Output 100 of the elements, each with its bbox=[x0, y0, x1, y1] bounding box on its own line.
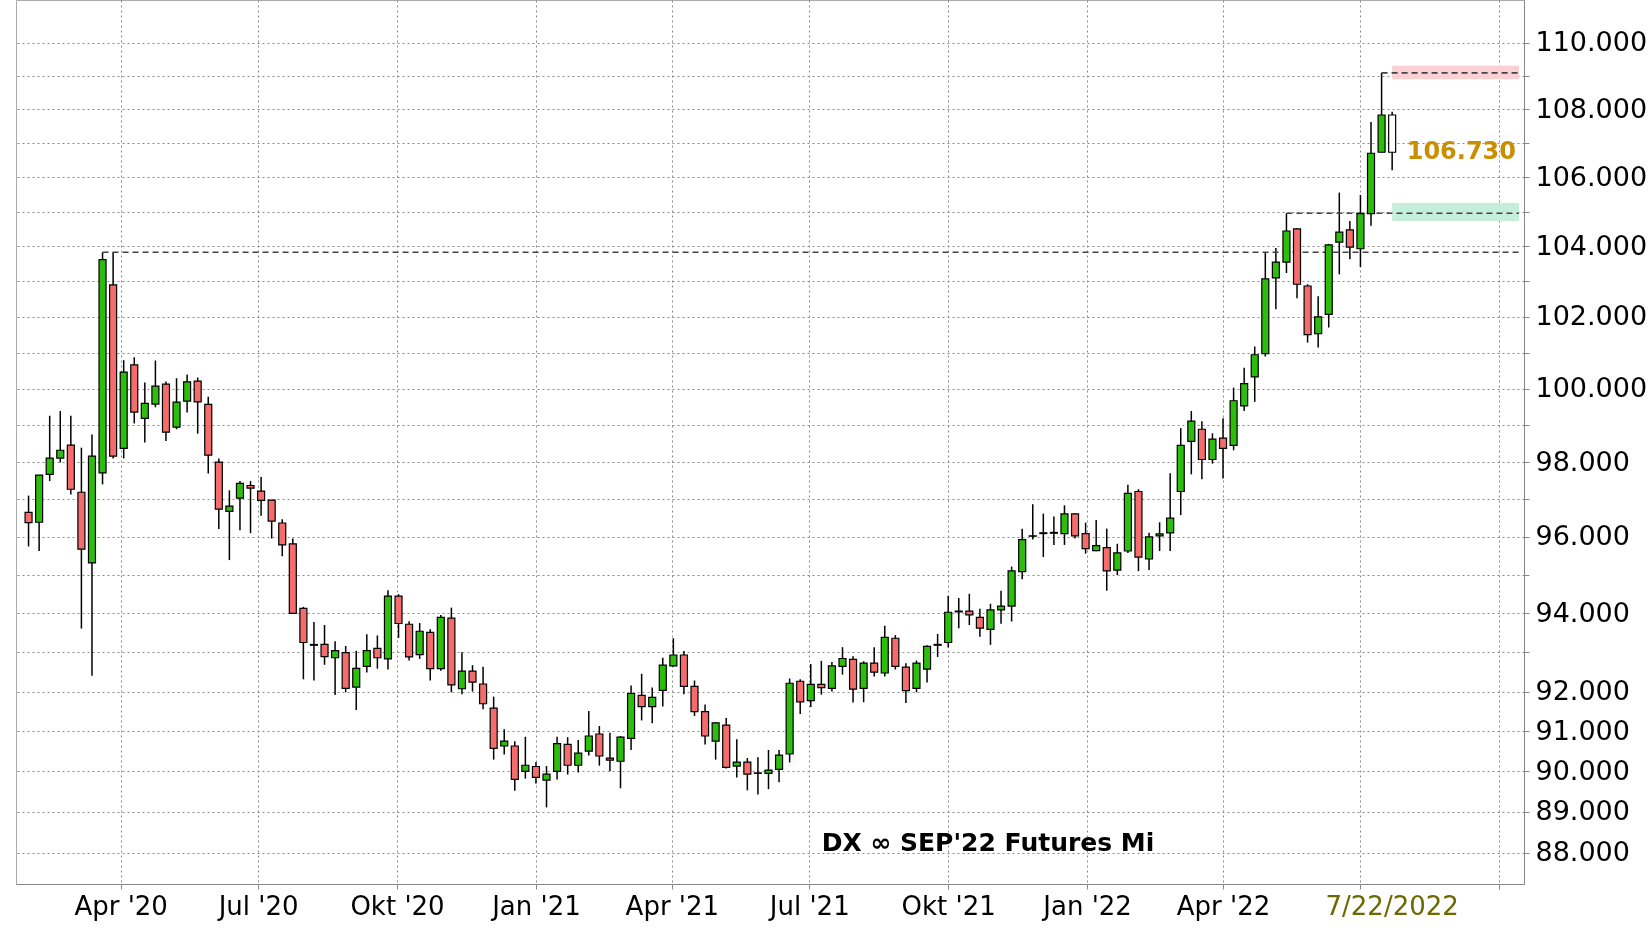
candlestick bbox=[225, 489, 234, 561]
candlestick bbox=[1144, 532, 1154, 571]
x-tick-label: Jan '22 bbox=[1041, 890, 1132, 921]
annotation: 106.730 bbox=[1406, 137, 1516, 166]
candlestick bbox=[774, 749, 784, 783]
candlestick bbox=[193, 376, 202, 435]
candlestick bbox=[320, 624, 329, 666]
candlestick bbox=[637, 673, 646, 722]
candlestick bbox=[1113, 543, 1122, 576]
candlestick bbox=[468, 664, 477, 693]
text: 7/22/2022 bbox=[1325, 891, 1459, 921]
candlestick bbox=[542, 765, 551, 809]
candlestick bbox=[595, 725, 604, 767]
candlestick bbox=[933, 633, 942, 658]
candlestick bbox=[817, 660, 826, 696]
y-tick-label: 100.000 bbox=[1535, 372, 1648, 404]
y-tick-label: 110.000 bbox=[1535, 26, 1648, 58]
candlestick bbox=[415, 622, 424, 660]
candlestick bbox=[975, 608, 984, 638]
candlestick bbox=[1081, 521, 1090, 555]
y-tick-label: 98.000 bbox=[1535, 445, 1630, 477]
candlestick bbox=[806, 663, 815, 708]
candlestick bbox=[1187, 410, 1196, 476]
y-tick-label: 102.000 bbox=[1535, 300, 1648, 332]
candlestick bbox=[373, 634, 382, 670]
candlestick bbox=[1240, 366, 1249, 412]
candlestick bbox=[1314, 295, 1323, 349]
y-tick-label: 88.000 bbox=[1535, 836, 1630, 868]
candlestick bbox=[56, 410, 65, 464]
candlestick bbox=[309, 621, 319, 682]
candlestick bbox=[669, 637, 678, 668]
candlestick bbox=[954, 597, 963, 629]
candlestick bbox=[870, 646, 879, 678]
candlestick bbox=[1092, 519, 1101, 553]
candlestick bbox=[1155, 521, 1164, 552]
x-tick-label: Jan '21 bbox=[490, 890, 581, 921]
candlestick bbox=[1250, 345, 1259, 403]
candlestick bbox=[1070, 512, 1080, 540]
y-tick-label: 90.000 bbox=[1535, 754, 1630, 786]
candlestick bbox=[1028, 503, 1037, 541]
candlestick bbox=[1049, 515, 1058, 546]
candlestick bbox=[151, 359, 160, 409]
candlestick bbox=[743, 757, 752, 792]
candlestick bbox=[278, 518, 287, 558]
candlestick bbox=[901, 662, 911, 704]
x-tick-label: Apr '22 bbox=[1176, 890, 1271, 921]
candlestick bbox=[140, 381, 149, 444]
candlestick bbox=[574, 739, 583, 774]
candlestick bbox=[1102, 527, 1111, 592]
candlestick bbox=[753, 756, 763, 796]
candlestick bbox=[986, 603, 995, 646]
x-tick-label: Jul '20 bbox=[216, 890, 299, 921]
y-tick-label: 106.000 bbox=[1535, 160, 1648, 192]
candlestick bbox=[827, 661, 837, 693]
candlestick bbox=[500, 728, 509, 756]
x-tick-label: Okt '20 bbox=[350, 890, 445, 921]
candlestick bbox=[648, 686, 657, 724]
x-tick-label: Jul '21 bbox=[767, 890, 850, 921]
candlestick bbox=[521, 736, 530, 780]
x-tick-label: Okt '21 bbox=[901, 890, 996, 921]
candlestick bbox=[257, 476, 266, 517]
candlestick bbox=[764, 749, 773, 790]
candlestick bbox=[1039, 512, 1048, 558]
candlestick bbox=[331, 640, 340, 696]
candlestick bbox=[235, 480, 245, 531]
candlestick bbox=[1060, 504, 1069, 546]
candlestick bbox=[457, 651, 467, 696]
y-tick-label: 92.000 bbox=[1535, 675, 1630, 707]
candlestick bbox=[965, 593, 974, 626]
candlestick bbox=[352, 649, 361, 711]
y-tick-label: 94.000 bbox=[1535, 596, 1630, 628]
x-tick-label: Apr '20 bbox=[74, 890, 168, 921]
annotation: DX ∞ SEP'22 Futures Mi bbox=[821, 828, 1155, 857]
candlestick bbox=[267, 499, 276, 540]
candlestick bbox=[1345, 220, 1354, 261]
y-tick-label: 108.000 bbox=[1535, 92, 1648, 124]
candlestick bbox=[796, 678, 805, 715]
candlestick bbox=[1208, 432, 1217, 465]
candlestick bbox=[732, 738, 741, 779]
y-tick-label: 91.000 bbox=[1535, 714, 1630, 746]
candlestick bbox=[711, 721, 720, 761]
candlestick bbox=[584, 710, 593, 757]
y-tick-label: 96.000 bbox=[1535, 520, 1630, 552]
candlestick bbox=[362, 633, 371, 674]
candlestick bbox=[1166, 472, 1175, 552]
candlestick bbox=[1218, 417, 1228, 480]
candlestick bbox=[605, 732, 615, 773]
candlestick bbox=[246, 480, 255, 534]
candlestick bbox=[183, 373, 192, 414]
y-tick-label: 89.000 bbox=[1535, 795, 1630, 827]
candlestick bbox=[45, 414, 54, 482]
candlestick bbox=[531, 761, 541, 785]
candlestick bbox=[838, 646, 847, 676]
candlestick bbox=[1271, 247, 1280, 311]
candlestick bbox=[24, 494, 33, 548]
candlestick bbox=[563, 736, 572, 776]
candlestick bbox=[1335, 191, 1344, 276]
x-tick-label: Apr '21 bbox=[625, 890, 720, 921]
candlestick bbox=[478, 665, 488, 711]
y-tick-label: 104.000 bbox=[1535, 229, 1648, 261]
